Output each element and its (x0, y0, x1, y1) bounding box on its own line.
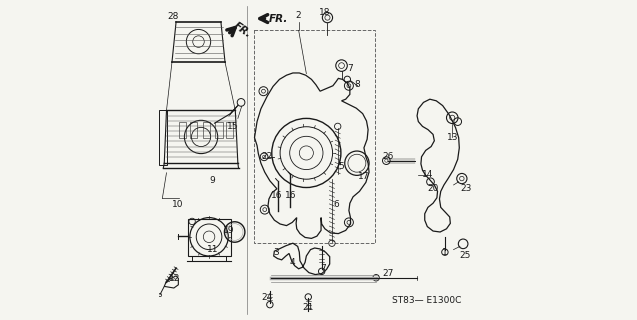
Text: 6: 6 (333, 200, 339, 209)
Text: 19: 19 (222, 226, 234, 235)
Text: 16: 16 (285, 191, 296, 200)
Text: 24: 24 (261, 293, 272, 302)
Text: 12: 12 (169, 274, 181, 283)
Text: 1: 1 (442, 248, 448, 257)
Text: 23: 23 (461, 184, 472, 193)
Text: 26: 26 (383, 152, 394, 161)
Text: 10: 10 (172, 200, 183, 209)
Text: 27: 27 (383, 269, 394, 278)
Text: 28: 28 (168, 12, 178, 20)
Text: 21: 21 (303, 303, 314, 312)
Text: 15: 15 (227, 122, 238, 131)
Text: FR.: FR. (231, 20, 253, 39)
Text: 9: 9 (210, 176, 215, 185)
Text: 17: 17 (357, 172, 369, 180)
Text: 2: 2 (296, 11, 301, 20)
Text: 22: 22 (261, 152, 272, 161)
Text: 7: 7 (320, 264, 326, 273)
Text: 8: 8 (354, 80, 360, 89)
Text: 11: 11 (206, 245, 218, 254)
Text: 5: 5 (339, 162, 345, 171)
Text: 14: 14 (422, 170, 433, 179)
Text: 16: 16 (271, 191, 282, 200)
Text: 20: 20 (427, 184, 439, 193)
Text: 3: 3 (273, 248, 279, 257)
Text: 18: 18 (318, 8, 330, 17)
Text: 7: 7 (347, 64, 353, 73)
Text: 25: 25 (459, 252, 471, 260)
Text: ST83— E1300C: ST83— E1300C (392, 296, 461, 305)
Text: 4: 4 (289, 258, 295, 267)
Text: FR.: FR. (269, 13, 289, 24)
Text: 13: 13 (447, 133, 458, 142)
